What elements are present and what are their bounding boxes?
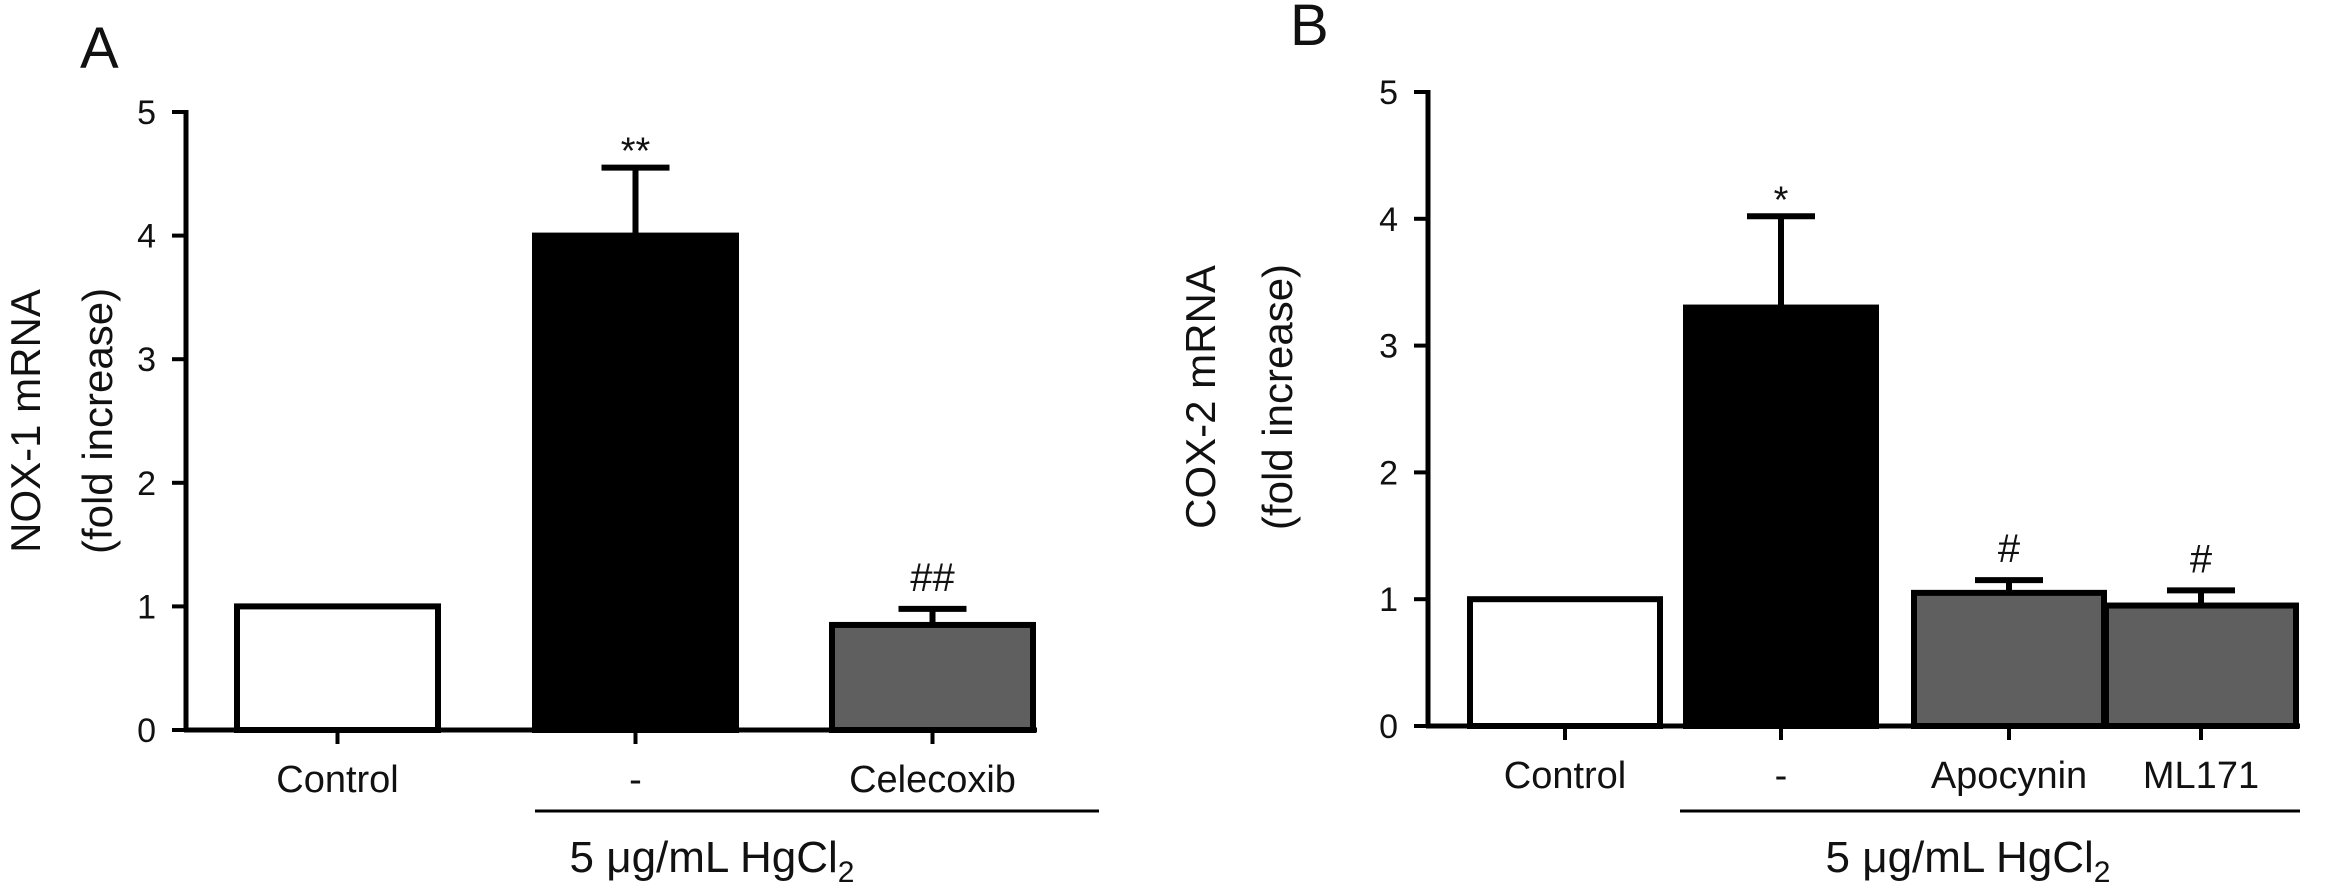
bar <box>829 621 1036 733</box>
significance-mark: ## <box>910 556 955 600</box>
group-label: 5 μg/mL HgCl2 <box>570 833 855 887</box>
bar <box>532 232 739 733</box>
y-tick-label: 0 <box>137 712 156 750</box>
chart-panel-a: A 0 1 2 3 4 5 NOX-1 mRNA (fold increase) Control *… <box>2 16 1099 887</box>
bar <box>2103 602 2299 729</box>
bar <box>1911 589 2107 729</box>
y-tick-label: 5 <box>137 94 156 132</box>
panel-letter: B <box>1290 0 1329 58</box>
category-label: - <box>1775 755 1788 797</box>
y-tick-label: 3 <box>137 341 156 379</box>
bar <box>1683 304 1879 729</box>
bar <box>234 603 441 734</box>
y-tick-label: 4 <box>1379 201 1398 239</box>
y-tick-label: 0 <box>1379 708 1398 746</box>
y-axis-title: NOX-1 mRNA <box>2 289 49 553</box>
category-label: Control <box>276 759 399 801</box>
group-label: 5 μg/mL HgCl2 <box>1826 833 2111 887</box>
category-label: - <box>629 759 642 801</box>
y-tick-label: 1 <box>137 588 156 626</box>
bar <box>1467 596 1663 730</box>
panel-letter: A <box>80 16 119 81</box>
y-tick-label: 2 <box>1379 454 1398 492</box>
significance-mark: ** <box>621 131 651 173</box>
category-label: Apocynin <box>1931 755 2087 797</box>
category-label: ML171 <box>2143 755 2259 797</box>
chart-panel-b: B 0 1 2 3 4 5 COX-2 mRNA (fold increase) Control *… <box>1177 0 2300 887</box>
significance-mark: # <box>1998 527 2021 571</box>
y-tick-label: 4 <box>137 218 156 256</box>
y-axis-title: COX-2 mRNA <box>1177 265 1224 529</box>
y-tick-label: 5 <box>1379 74 1398 112</box>
significance-mark: * <box>1774 179 1789 221</box>
category-label: Celecoxib <box>849 759 1016 801</box>
y-tick-label: 1 <box>1379 581 1398 619</box>
y-tick-label: 3 <box>1379 328 1398 366</box>
category-label: Control <box>1504 755 1627 797</box>
y-axis-subtitle: (fold increase) <box>1254 264 1301 530</box>
y-axis-subtitle: (fold increase) <box>74 288 121 554</box>
significance-mark: # <box>2190 537 2213 581</box>
y-tick-label: 2 <box>137 465 156 503</box>
